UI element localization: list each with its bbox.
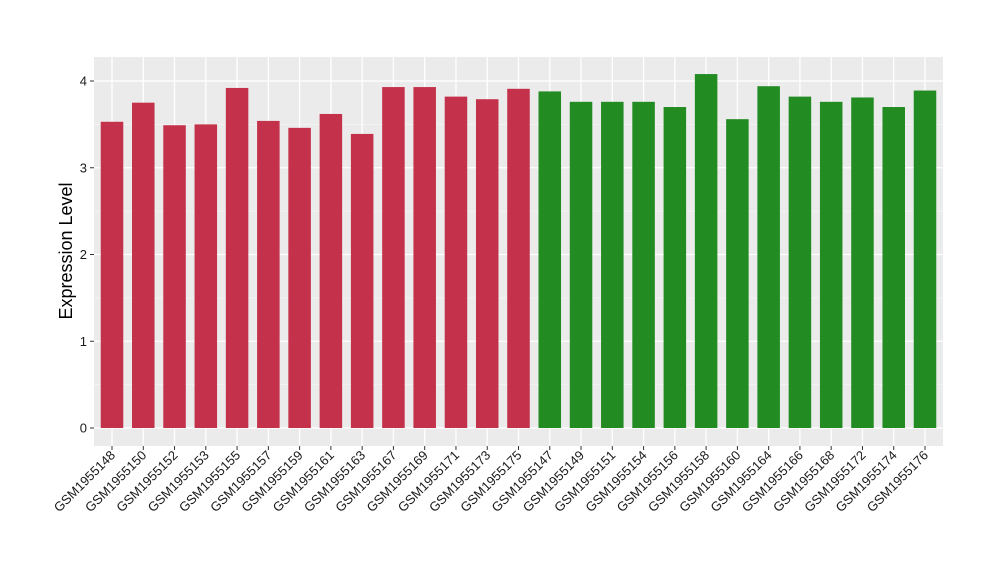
bar-GSM1955172 bbox=[851, 97, 874, 429]
bar-GSM1955155 bbox=[225, 87, 249, 428]
bar-GSM1955157 bbox=[257, 120, 280, 428]
bar-GSM1955154 bbox=[632, 101, 655, 428]
y-axis-title: Expression Level bbox=[56, 182, 76, 319]
bars bbox=[100, 74, 937, 429]
bar-GSM1955160 bbox=[726, 119, 749, 429]
bar-GSM1955164 bbox=[757, 86, 780, 428]
bar-GSM1955159 bbox=[288, 127, 311, 428]
bar-GSM1955152 bbox=[163, 125, 186, 429]
bar-GSM1955149 bbox=[569, 101, 593, 428]
y-tick-label: 2 bbox=[80, 247, 87, 262]
y-tick-label: 4 bbox=[80, 74, 87, 89]
bar-GSM1955148 bbox=[100, 121, 124, 429]
y-tick-label: 1 bbox=[80, 334, 87, 349]
bar-GSM1955167 bbox=[382, 87, 405, 428]
bar-GSM1955168 bbox=[819, 101, 843, 428]
bar-GSM1955151 bbox=[601, 101, 624, 428]
bar-GSM1955156 bbox=[663, 107, 687, 429]
y-axis: 0 1 2 3 4 bbox=[80, 74, 94, 436]
bar-GSM1955176 bbox=[913, 90, 937, 428]
bar-GSM1955175 bbox=[507, 88, 530, 429]
bar-GSM1955169 bbox=[413, 87, 436, 428]
bar-GSM1955147 bbox=[538, 91, 562, 428]
bar-GSM1955158 bbox=[694, 74, 718, 428]
bar-GSM1955150 bbox=[132, 102, 155, 428]
bar-GSM1955174 bbox=[882, 107, 905, 429]
bar-GSM1955166 bbox=[788, 96, 812, 429]
bar-GSM1955173 bbox=[475, 99, 499, 428]
x-axis: GSM1955148GSM1955150GSM1955152GSM1955153… bbox=[51, 446, 931, 515]
bar-GSM1955163 bbox=[350, 133, 374, 429]
y-tick-label: 3 bbox=[80, 160, 87, 175]
bar-GSM1955153 bbox=[194, 124, 218, 428]
bar-GSM1955161 bbox=[319, 113, 343, 428]
bar-GSM1955171 bbox=[444, 96, 468, 429]
y-tick-label: 0 bbox=[80, 421, 87, 436]
